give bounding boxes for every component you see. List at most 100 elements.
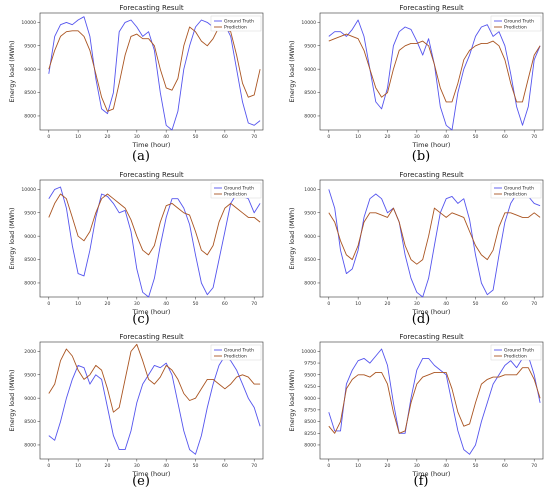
x-tick-label: 70 (251, 463, 257, 469)
x-tick-label: 40 (163, 301, 169, 307)
y-tick-label: 8000 (304, 443, 316, 449)
y-tick-label: 9500 (304, 210, 316, 216)
x-tick-label: 60 (502, 134, 508, 140)
x-tick-label: 50 (473, 134, 479, 140)
y-tick-label: 9500 (24, 210, 36, 216)
x-tick-label: 20 (105, 463, 111, 469)
x-tick-label: 20 (105, 134, 111, 140)
x-tick-label: 30 (414, 463, 420, 469)
y-tick-label: 9000 (304, 234, 316, 240)
legend-label: Ground Truth (224, 186, 254, 192)
series-line-prediction (48, 343, 261, 413)
y-tick-label: 8000 (24, 114, 36, 120)
y-tick-label: 8500 (304, 419, 316, 425)
x-tick-label: 30 (414, 301, 420, 307)
x-tick-label: 0 (327, 463, 330, 469)
x-tick-label: 10 (355, 134, 361, 140)
y-tick-label: 8500 (304, 257, 316, 263)
x-tick-label: 70 (531, 463, 537, 469)
y-tick-label: 10000 (21, 20, 36, 26)
legend-label: Ground Truth (504, 348, 534, 354)
x-tick-label: 0 (47, 463, 50, 469)
y-axis-label: Energy load (MWh) (288, 369, 296, 431)
legend-box (490, 344, 542, 361)
y-tick-label: 8000 (24, 443, 36, 449)
x-tick-label: 70 (531, 301, 537, 307)
x-axis-label: Time (hour) (132, 308, 171, 316)
y-axis-label: Energy load (MWh) (8, 40, 16, 102)
x-tick-label: 40 (443, 301, 449, 307)
x-tick-label: 60 (222, 463, 228, 469)
legend-label: Prediction (504, 25, 527, 31)
legend-label: Prediction (504, 192, 527, 198)
y-tick-label: 8500 (304, 90, 316, 96)
panel-caption: (f) (414, 474, 429, 489)
y-tick-label: 8000 (24, 281, 36, 287)
x-tick-label: 70 (251, 301, 257, 307)
x-tick-label: 30 (134, 301, 140, 307)
y-tick-label: 9000 (304, 67, 316, 73)
panel-caption: (c) (132, 312, 149, 327)
legend-box (210, 15, 262, 32)
legend-box (490, 15, 542, 32)
legend-label: Prediction (224, 192, 247, 198)
x-tick-label: 60 (222, 301, 228, 307)
x-tick-label: 60 (502, 301, 508, 307)
y-tick-label: 9000 (24, 396, 36, 402)
x-tick-label: 30 (134, 134, 140, 140)
x-tick-label: 0 (327, 301, 330, 307)
panel-caption: (b) (412, 149, 430, 164)
series-line-prediction (328, 33, 541, 103)
y-axis-label: Energy load (MWh) (288, 40, 296, 102)
chart-title: Forecasting Result (119, 333, 184, 341)
y-axis-label: Energy load (MWh) (8, 369, 16, 431)
legend-label: Ground Truth (504, 186, 534, 192)
plot-area (319, 179, 544, 298)
series-line-prediction (48, 193, 261, 256)
y-tick-label: 2000 (24, 349, 36, 355)
y-tick-label: 9250 (304, 384, 316, 390)
x-axis-label: Time (hour) (132, 141, 171, 149)
x-tick-label: 70 (251, 134, 257, 140)
y-tick-label: 8500 (24, 257, 36, 263)
plot-area (39, 12, 264, 131)
y-tick-label: 9000 (304, 396, 316, 402)
x-tick-label: 40 (163, 134, 169, 140)
legend-label: Ground Truth (224, 19, 254, 25)
x-tick-label: 40 (443, 463, 449, 469)
y-tick-label: 9750 (304, 361, 316, 367)
series-line-prediction (328, 367, 541, 434)
y-tick-label: 9000 (24, 67, 36, 73)
y-tick-label: 8750 (304, 407, 316, 413)
y-tick-label: 1000 (304, 187, 316, 193)
y-tick-label: 8500 (24, 90, 36, 96)
x-tick-label: 50 (193, 301, 199, 307)
y-tick-label: 9500 (24, 372, 36, 378)
chart-title: Forecasting Result (399, 4, 464, 12)
chart-title: Forecasting Result (119, 4, 184, 12)
x-tick-label: 50 (473, 463, 479, 469)
chart-title: Forecasting Result (399, 333, 464, 341)
x-tick-label: 60 (502, 463, 508, 469)
y-tick-label: 10000 (301, 349, 316, 355)
panel-caption: (e) (132, 474, 150, 489)
series-line-prediction (328, 207, 541, 265)
plot-area (319, 12, 544, 131)
x-tick-label: 70 (531, 134, 537, 140)
chart-panel-f: Forecasting Result Time (hour) Energy load… (288, 333, 544, 489)
series-line-ground-truth (328, 348, 541, 455)
x-tick-label: 10 (75, 134, 81, 140)
x-axis-label: Time (hour) (412, 141, 451, 149)
chart-panel-e: Forecasting Result Time (hour) Energy load… (8, 333, 264, 489)
x-tick-label: 30 (414, 134, 420, 140)
x-tick-label: 0 (47, 301, 50, 307)
y-axis-label: Energy load (MWh) (8, 207, 16, 269)
panel-caption: (a) (132, 149, 150, 164)
chart-panel-c: Forecasting Result Time (hour) Energy load… (8, 171, 264, 327)
chart-title: Forecasting Result (119, 171, 184, 179)
x-axis-label: Time (hour) (412, 308, 451, 316)
y-tick-label: 8250 (304, 431, 316, 437)
x-tick-label: 10 (355, 301, 361, 307)
legend-label: Prediction (224, 25, 247, 31)
